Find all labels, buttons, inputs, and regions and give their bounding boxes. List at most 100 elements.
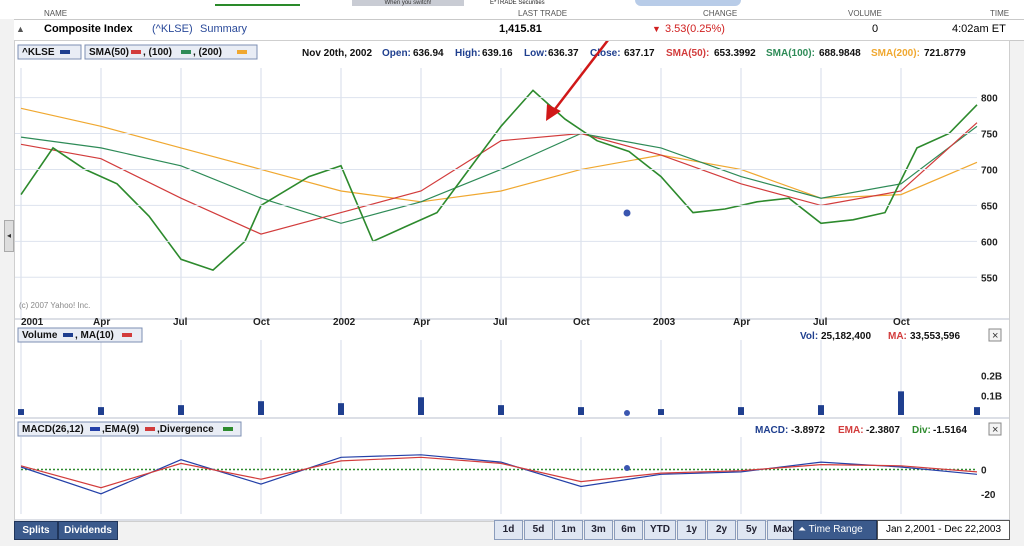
col-name-label: NAME bbox=[44, 9, 68, 18]
x-tick-label: Apr bbox=[93, 317, 110, 328]
range-button-max[interactable]: Max bbox=[767, 520, 799, 540]
price-y-tick-label: 650 bbox=[981, 201, 998, 212]
volume-bar bbox=[738, 407, 744, 415]
klse-swatch bbox=[60, 50, 70, 54]
range-button-3m[interactable]: 3m bbox=[584, 520, 613, 540]
sma-legend-label: SMA(50) bbox=[89, 47, 129, 58]
price-y-tick-label: 800 bbox=[981, 94, 998, 105]
index-title: Composite Index bbox=[44, 23, 133, 35]
series-line-klse bbox=[20, 89, 978, 272]
summary-link[interactable]: Summary bbox=[200, 23, 248, 35]
volume-bar bbox=[974, 407, 980, 415]
macd-legend-button[interactable] bbox=[17, 421, 242, 437]
klse-legend-label: ^KLSE bbox=[22, 47, 55, 58]
volume-y-tick-label: 0.1B bbox=[981, 391, 1002, 402]
klse-legend-button[interactable] bbox=[17, 44, 82, 60]
date-axis: 2001 Apr Jul Oct 2002 Apr Jul Oct 2003 Apr Jul Oct bbox=[21, 317, 910, 328]
x-tick-label: 2002 bbox=[333, 317, 356, 328]
down-arrow-icon: ▼ bbox=[652, 24, 661, 34]
x-tick-label: 2001 bbox=[21, 317, 44, 328]
macd-y-tick-label: 0 bbox=[981, 465, 987, 476]
col-last-trade-label: LAST TRADE bbox=[518, 9, 568, 18]
x-tick-label: Oct bbox=[253, 317, 270, 328]
volume-legend-button[interactable] bbox=[17, 327, 143, 343]
hover-marker-volume bbox=[624, 410, 630, 416]
macd-legend-label: MACD(26,12) bbox=[22, 424, 84, 435]
series-line-macd bbox=[20, 454, 978, 495]
price-y-tick-label: 750 bbox=[981, 130, 998, 141]
range-button-1d[interactable]: 1d bbox=[494, 520, 523, 540]
copyright-text: (c) 2007 Yahoo! Inc. bbox=[19, 301, 90, 310]
range-button-5y[interactable]: 5y bbox=[737, 520, 766, 540]
dividends-button[interactable]: Dividends bbox=[58, 521, 118, 540]
last-trade-value: 1,415.81 bbox=[499, 23, 542, 35]
series-line-sma-50 bbox=[20, 122, 978, 235]
volume-swatch bbox=[63, 333, 73, 337]
col-time-label: TIME bbox=[990, 9, 1010, 18]
series-line-ema bbox=[20, 456, 978, 489]
x-tick-label: Jul bbox=[493, 317, 508, 328]
sma200-legend-label: , (200) bbox=[193, 47, 222, 58]
volume-readout: Vol: 25,182,400 MA: 33,553,596 bbox=[800, 331, 960, 342]
macd-readout: MACD: -3.8972 EMA: -2.3807 Div: -1.5164 bbox=[755, 425, 967, 436]
range-button-6m[interactable]: 6m bbox=[614, 520, 643, 540]
sma-legend-button[interactable] bbox=[84, 44, 258, 60]
volume-y-ticks: 0.2B 0.1B bbox=[981, 372, 1002, 403]
range-button-1y[interactable]: 1y bbox=[677, 520, 706, 540]
volume-legend-label: Volume bbox=[22, 330, 58, 341]
price-y-tick-label: 600 bbox=[981, 237, 998, 248]
series-line-sma-200 bbox=[20, 107, 978, 203]
macd-y-tick-label: -20 bbox=[981, 490, 996, 501]
banner-button-partial[interactable]: When you switch! bbox=[352, 0, 464, 6]
volume-bar bbox=[578, 407, 584, 415]
macd-y-ticks: 0 -20 bbox=[981, 465, 996, 500]
volume-bar bbox=[338, 403, 344, 415]
date-range-field[interactable]: Jan 2,2001 - Dec 22,2003 bbox=[877, 520, 1010, 540]
range-button-ytd[interactable]: YTD bbox=[644, 520, 676, 540]
banner-bar bbox=[215, 0, 300, 6]
ohlc-readout: Nov 20th, 2002 Open: 636.94 High:639.16 L… bbox=[302, 48, 966, 59]
change-value: 3.53(0.25%) bbox=[665, 23, 725, 35]
price-series-group bbox=[20, 89, 978, 272]
annotation-arrow-head bbox=[546, 104, 561, 121]
volume-value: 0 bbox=[872, 23, 879, 35]
index-symbol-link[interactable]: (^KLSE) bbox=[152, 23, 193, 35]
volume-bar bbox=[898, 391, 904, 415]
range-button-1m[interactable]: 1m bbox=[554, 520, 583, 540]
volume-panel-close-button[interactable] bbox=[988, 328, 1002, 342]
macd-panel-close-button[interactable] bbox=[988, 422, 1002, 436]
hover-marker-price bbox=[623, 209, 631, 217]
time-range-toggle[interactable]: ⏶ Time Range bbox=[793, 520, 877, 540]
ma10-swatch bbox=[122, 333, 132, 337]
x-tick-label: Oct bbox=[893, 317, 910, 328]
col-volume-label: VOLUME bbox=[848, 9, 882, 18]
volume-y-tick-label: 0.2B bbox=[981, 372, 1002, 383]
volume-bars-group bbox=[18, 391, 980, 415]
banner-text-partial: E*TRADE Securities bbox=[490, 0, 545, 6]
range-button-2y[interactable]: 2y bbox=[707, 520, 736, 540]
splits-button[interactable]: Splits bbox=[14, 521, 58, 540]
col-change-label: CHANGE bbox=[703, 9, 738, 18]
collapse-icon[interactable]: ▲ bbox=[16, 24, 25, 34]
volume-bar bbox=[418, 397, 424, 415]
divergence-legend-label: ,Divergence bbox=[157, 424, 214, 435]
time-range-up-icon: ⏶ bbox=[798, 524, 806, 535]
sma100-swatch bbox=[181, 50, 191, 54]
chart-panel: ^KLSE SMA(50) , (100) , (200) Nov 20th, … bbox=[14, 30, 1010, 522]
x-tick-label: Jul bbox=[813, 317, 828, 328]
macd-swatch bbox=[90, 427, 100, 431]
banner-tab-partial[interactable] bbox=[635, 0, 741, 6]
x-tick-label: 2003 bbox=[653, 317, 676, 328]
price-y-tick-label: 700 bbox=[981, 165, 998, 176]
volume-bar bbox=[98, 407, 104, 415]
interactive-chart[interactable]: ^KLSE SMA(50) , (100) , (200) Nov 20th, … bbox=[15, 30, 1009, 521]
collapse-left-tab[interactable]: ◂ bbox=[4, 220, 14, 252]
x-tick-label: Apr bbox=[733, 317, 750, 328]
ema9-legend-label: ,EMA(9) bbox=[102, 424, 139, 435]
range-button-5d[interactable]: 5d bbox=[524, 520, 553, 540]
ema9-swatch bbox=[145, 427, 155, 431]
volume-bar bbox=[818, 405, 824, 415]
quote-summary-row: ▲ Composite Index (^KLSE) Summary 1,415.… bbox=[14, 19, 1024, 41]
volume-bar bbox=[258, 401, 264, 415]
sma100-legend-label: , (100) bbox=[143, 47, 172, 58]
